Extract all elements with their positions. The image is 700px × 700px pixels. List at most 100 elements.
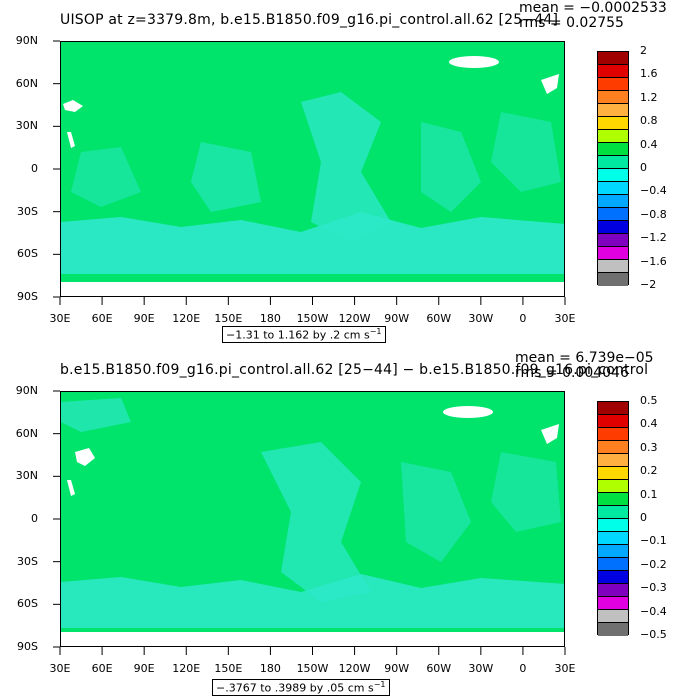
colorbar-swatch [598, 247, 628, 260]
colorbar-swatch [598, 402, 628, 415]
colorbar-label: 0 [640, 511, 647, 524]
panel-1-range-sup: −1 [369, 327, 382, 336]
colorbar-label: 0.3 [640, 440, 658, 454]
longitude-label: 60W [426, 312, 452, 325]
colorbar-swatch [598, 415, 628, 428]
colorbar-swatch [598, 545, 628, 558]
antarctica-land [61, 632, 564, 646]
longitude-label: 30W [468, 312, 494, 325]
colorbar-label: 0.4 [640, 417, 658, 431]
colorbar-swatch [598, 221, 628, 234]
latitude-label: 30N [15, 469, 38, 483]
latitude-label: 30S [17, 204, 38, 218]
colorbar-swatch [598, 182, 628, 195]
panel-2-range-sup: −1 [373, 680, 386, 689]
panel-2-title: b.e15.B1850.f09_g16.pi_control.all.62 [2… [60, 362, 649, 378]
longitude-label: 150E [214, 312, 243, 325]
colorbar-label: −0.4 [640, 604, 667, 618]
colorbar-label: 0.1 [640, 487, 658, 501]
greenland-land [443, 406, 493, 418]
latitude-label: 0 [31, 512, 38, 525]
colorbar-swatch [598, 584, 628, 597]
longitude-label: 0 [519, 312, 527, 325]
panel-2-mean: mean = 6.739e−05 [515, 350, 654, 366]
colorbar-swatch [598, 52, 628, 65]
colorbar-swatch [598, 610, 628, 623]
latitude-label: 60S [17, 247, 38, 261]
colorbar-swatch [598, 195, 628, 208]
colorbar-swatch [598, 623, 628, 636]
land-patch [67, 132, 75, 148]
colorbar-swatch [598, 208, 628, 221]
colorbar-label: 0 [640, 161, 647, 174]
latitude-label: 90S [17, 290, 38, 303]
colorbar-label: −1.6 [640, 254, 667, 268]
latitude-label: 60S [17, 597, 38, 611]
colorbar-swatch [598, 273, 628, 286]
longitude-label: 60E [91, 662, 113, 675]
panel-2-map [60, 391, 565, 647]
longitude-label: 0 [519, 662, 527, 675]
antarctica-land [61, 282, 564, 296]
colorbar-label: −0.8 [640, 207, 667, 221]
longitude-label: 120W [338, 662, 371, 675]
colorbar-swatch [598, 493, 628, 506]
colorbar-swatch [598, 143, 628, 156]
latitude-label: 30S [17, 554, 38, 568]
greenland-land [449, 56, 499, 68]
panel-1-range-label: −1.31 to 1.162 by .2 cm s [226, 328, 370, 342]
colorbar-swatch [598, 91, 628, 104]
colorbar-label: 1.6 [640, 67, 658, 81]
colorbar-swatch [598, 78, 628, 91]
colorbar-swatch [598, 117, 628, 130]
colorbar-swatch [598, 65, 628, 78]
land-patch [541, 424, 559, 444]
panel-1-colorbar [597, 51, 629, 286]
colorbar-swatch [598, 558, 628, 571]
colorbar-swatch [598, 597, 628, 610]
anomaly-speckles [61, 92, 564, 274]
longitude-label: 90W [384, 312, 410, 325]
panel-1-map-svg [61, 42, 564, 296]
longitude-label: 30E [554, 312, 576, 325]
latitude-label: 60N [15, 76, 38, 90]
colorbar-swatch [598, 571, 628, 584]
panel-1-range-box: −1.31 to 1.162 by .2 cm s−1 [222, 326, 386, 343]
colorbar-label: −0.4 [640, 184, 667, 198]
longitude-label: 30E [554, 662, 576, 675]
latitude-label: 30N [15, 119, 38, 133]
longitude-label: 120E [172, 662, 201, 675]
longitude-label: 90W [384, 662, 410, 675]
latitude-label: 90N [15, 384, 38, 397]
longitude-label: 30E [49, 662, 71, 675]
anomaly-speckles [61, 398, 564, 628]
land-patch [67, 480, 75, 496]
longitude-label: 60W [426, 662, 452, 675]
colorbar-label: −0.5 [640, 628, 667, 641]
colorbar-swatch [598, 480, 628, 493]
colorbar-swatch [598, 169, 628, 182]
longitude-label: 30W [468, 662, 494, 675]
land-patch [75, 448, 95, 466]
colorbar-label: 0.5 [640, 394, 658, 407]
latitude-label: 90N [15, 34, 38, 47]
colorbar-swatch [598, 454, 628, 467]
longitude-label: 150W [296, 312, 329, 325]
colorbar-swatch [598, 234, 628, 247]
colorbar-label: −0.1 [640, 534, 667, 548]
longitude-label: 90E [133, 662, 155, 675]
latitude-label: 0 [31, 162, 38, 175]
colorbar-label: 0.4 [640, 137, 658, 151]
land-patch [541, 74, 559, 94]
latitude-label: 90S [17, 640, 38, 653]
panel-2-range-label: −.3767 to .3989 by .05 cm s [216, 681, 374, 695]
colorbar-label: −2 [640, 278, 657, 291]
longitude-label: 30E [49, 312, 71, 325]
longitude-label: 180 [259, 312, 281, 325]
panel-2-map-svg [61, 392, 564, 646]
colorbar-swatch [598, 441, 628, 454]
longitude-label: 90E [133, 312, 155, 325]
longitude-label: 60E [91, 312, 113, 325]
colorbar-swatch [598, 532, 628, 545]
colorbar-label: 0.2 [640, 464, 658, 478]
